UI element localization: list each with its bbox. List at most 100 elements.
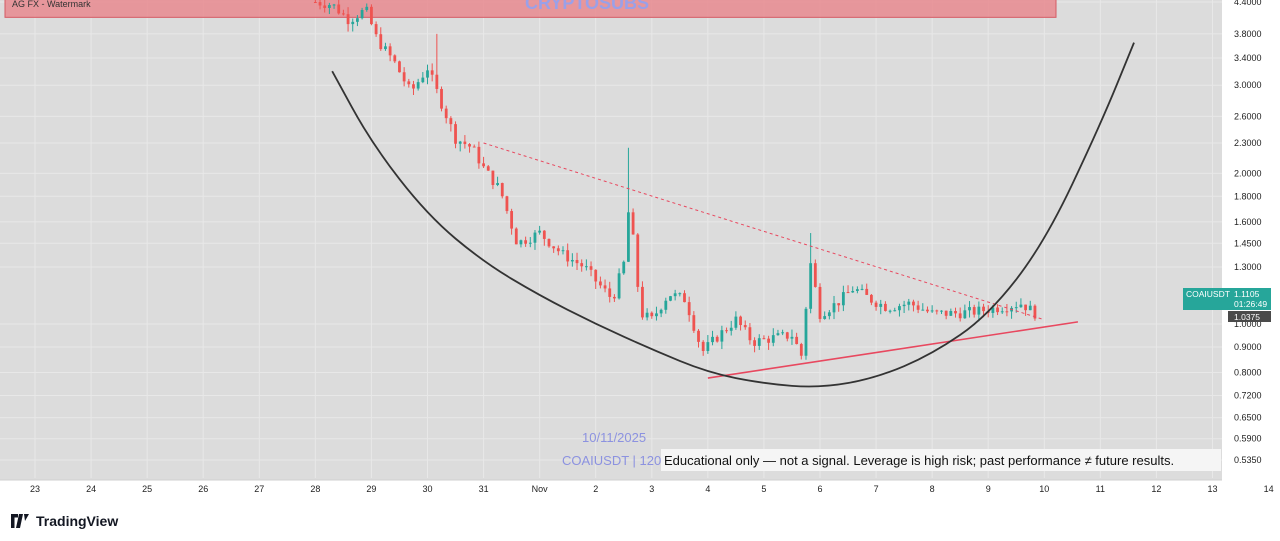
price-tick-label: 2.6000: [1234, 111, 1262, 121]
candle-down: [799, 344, 803, 356]
candle-up: [538, 230, 542, 233]
candle-up: [879, 303, 883, 307]
time-tick-label: 30: [422, 484, 432, 494]
candle-down: [440, 88, 443, 109]
candle-up: [888, 310, 892, 312]
candle-up: [860, 288, 864, 290]
candle-down: [641, 286, 644, 318]
candle-down: [762, 338, 766, 340]
price-axis-background: [1222, 0, 1280, 500]
candle-down: [575, 259, 579, 264]
candle-down: [379, 34, 383, 50]
candle-up: [416, 82, 420, 89]
candle-down: [1005, 311, 1009, 313]
descending-trendline: [483, 142, 1045, 321]
candle-up: [757, 338, 761, 346]
candle-down: [884, 303, 887, 311]
time-tick-label: 28: [310, 484, 320, 494]
time-tick-label: 24: [86, 484, 96, 494]
chart-background: [0, 0, 1280, 500]
stamp-symbol: COAIUSDT | 120: [562, 453, 661, 468]
candle-up: [664, 300, 668, 310]
watermark-top-left: AG FX - Watermark: [12, 0, 91, 9]
time-tick-label: 2: [593, 484, 598, 494]
candle-up: [528, 242, 532, 244]
time-tick-label: Nov: [532, 484, 549, 494]
candle-down: [785, 332, 789, 339]
candle-down: [795, 336, 799, 345]
price-tick-label: 1.8000: [1234, 191, 1262, 201]
candle-up: [771, 335, 775, 343]
time-tick-label: 9: [986, 484, 991, 494]
time-tick-label: 25: [142, 484, 152, 494]
time-tick-label: 5: [761, 484, 766, 494]
candle-down: [388, 46, 392, 56]
time-tick-label: 31: [479, 484, 489, 494]
candle-up: [351, 21, 355, 25]
candle-down: [935, 310, 939, 312]
ascending-trendline: [707, 321, 1079, 379]
price-badge-price: 1.1105: [1234, 289, 1260, 299]
candle-down: [613, 296, 616, 299]
candle-down: [398, 61, 401, 73]
candle-up: [827, 312, 831, 317]
price-badge[interactable]: COAIUSDT 1.1105 01:26:49 1.0375: [1183, 288, 1271, 322]
candle-down: [926, 309, 929, 312]
candle-up: [678, 293, 682, 295]
candle-up: [977, 306, 981, 315]
candle-up: [907, 301, 911, 305]
candle-down: [818, 286, 822, 319]
time-tick-label: 4: [705, 484, 710, 494]
candle-up: [930, 310, 934, 312]
tradingview-brand[interactable]: TradingView: [8, 512, 118, 530]
candle-up: [1028, 305, 1032, 311]
watermark-center: CRYPTOSUBS: [525, 0, 649, 13]
stamp-date: 10/11/2025: [582, 430, 646, 445]
candle-down: [837, 303, 841, 306]
candle-up: [855, 289, 859, 291]
candle-down: [813, 263, 817, 287]
candle-down: [958, 313, 962, 319]
candle-down: [524, 240, 528, 244]
price-tick-label: 0.5900: [1234, 434, 1262, 444]
candle-down: [341, 13, 345, 15]
rounding-bottom-curve: [331, 42, 1135, 388]
candle-up: [561, 250, 565, 252]
candle-down: [701, 341, 705, 351]
candle-down: [556, 248, 560, 252]
candle-up: [963, 310, 967, 319]
price-level-box: [1228, 311, 1271, 322]
candle-up: [1000, 311, 1004, 313]
price-tick-label: 0.6500: [1234, 413, 1262, 423]
candle-up: [1019, 304, 1023, 308]
candle-down: [1033, 305, 1037, 319]
candle-down: [393, 55, 397, 62]
candle-up: [332, 4, 336, 6]
candle-down: [477, 146, 481, 164]
resistance-zone: [4, 0, 1057, 18]
candle-down: [598, 281, 602, 286]
candle-down: [874, 302, 878, 307]
candle-down: [748, 327, 752, 341]
candle-down: [370, 6, 373, 25]
candle-up: [823, 316, 827, 319]
candle-down: [636, 234, 640, 287]
candle-up: [584, 266, 588, 268]
candle-up: [426, 70, 429, 78]
time-tick-label: 7: [874, 484, 879, 494]
time-axis[interactable]: 23 24 25 26 27 28 29 30 31 Nov 2 3 4 5 6 7 8 9 10 11 12 13 14: [0, 479, 1274, 500]
time-tick-label: 29: [366, 484, 376, 494]
candle-up: [991, 307, 995, 313]
candle-up: [790, 336, 794, 339]
candle-up: [809, 263, 813, 309]
candle-up: [893, 310, 897, 312]
tradingview-logo-icon: [11, 514, 29, 528]
candle-down: [468, 144, 471, 147]
time-axis-background: [0, 480, 1222, 500]
price-badge-symbol: COAIUSDT: [1186, 289, 1230, 299]
price-tick-label: 3.4000: [1234, 53, 1262, 63]
price-axis[interactable]: 4.4000 3.8000 3.4000 3.0000 2.6000 2.3000 2.00…: [1222, 0, 1280, 500]
candle-down: [739, 316, 742, 326]
candle-down: [547, 238, 551, 247]
drawing-layer: [331, 42, 1135, 388]
